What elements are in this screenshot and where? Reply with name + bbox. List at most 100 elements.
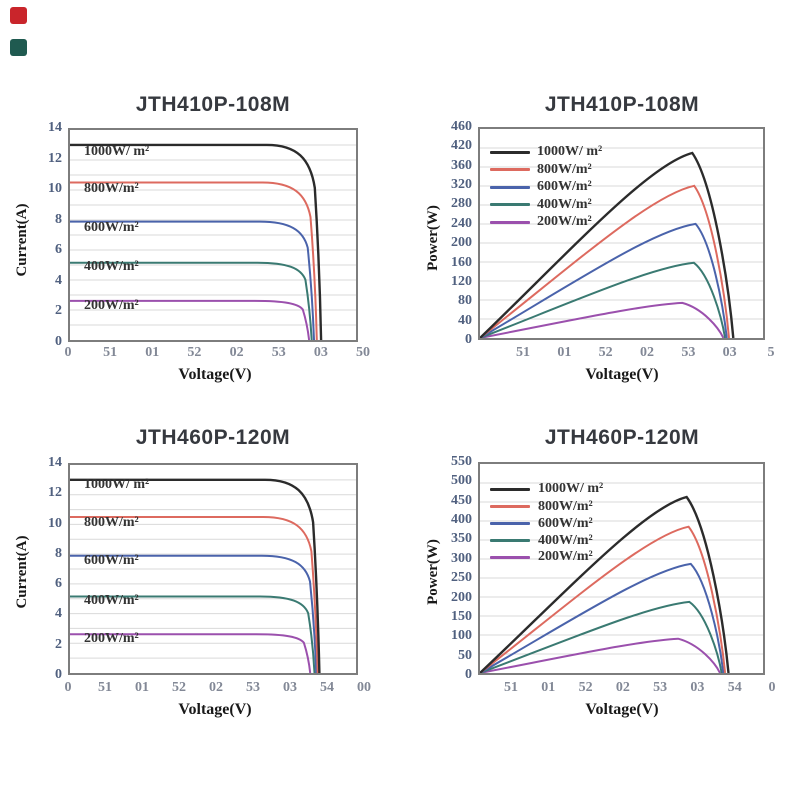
series-inline-label: 200W/m² — [84, 298, 139, 313]
plot-area — [478, 127, 765, 340]
x-tick-label: 52 — [578, 680, 593, 695]
y-tick-label: 50 — [458, 647, 472, 663]
x-tick-label: 51 — [504, 680, 518, 695]
y-tick-label: 6 — [55, 242, 62, 258]
legend-line-swatch — [490, 522, 530, 525]
y-tick-label: 200 — [451, 235, 472, 251]
curve-200wm — [480, 301, 725, 338]
y-tick-label: 6 — [55, 576, 62, 592]
legend-label: 400W/m² — [538, 532, 593, 548]
y-tick-label: 80 — [458, 293, 472, 309]
y-tick-label: 14 — [48, 455, 62, 470]
chart-title: JTH410P-108M — [135, 93, 291, 116]
series-inline-label: 200W/m² — [84, 631, 139, 646]
curve-800wm — [70, 181, 318, 340]
curve-400wm — [70, 595, 316, 673]
legend-line-swatch — [490, 203, 530, 206]
y-tick-label: 12 — [48, 485, 62, 501]
series-inline-label: 800W/m² — [84, 515, 139, 530]
x-tick-label: 53 — [681, 345, 696, 360]
curve-1000wm — [70, 478, 321, 673]
y-tick-label: 350 — [451, 531, 472, 547]
x-tick-label: 53 — [246, 680, 260, 695]
x-axis-label: Voltage(V) — [178, 366, 252, 383]
legend-label: 800W/m² — [538, 498, 593, 514]
y-tick-label: 2 — [55, 303, 62, 319]
plot-area — [478, 462, 765, 675]
x-tick-label: 52 — [187, 345, 202, 360]
x-tick-label: 51 — [98, 680, 112, 695]
y-tick-label: 200 — [451, 589, 472, 605]
y-tick-label: 2 — [55, 636, 62, 652]
y-tick-label: 14 — [48, 120, 62, 135]
legend-line-swatch — [490, 487, 530, 491]
series-inline-label: 400W/m² — [84, 259, 139, 274]
y-tick-label: 240 — [451, 215, 472, 231]
chart-title: JTH460P-120M — [135, 426, 291, 449]
curve-600wm — [70, 554, 318, 673]
plot-svg — [70, 478, 356, 673]
legend-line-swatch — [490, 150, 530, 154]
y-tick-label: 300 — [451, 550, 472, 566]
x-tick-label: 50 — [356, 345, 370, 360]
x-tick-label: 52 — [598, 345, 613, 360]
y-tick-label: 460 — [451, 119, 472, 134]
series-inline-label: 400W/m² — [84, 593, 139, 608]
y-tick-label: 320 — [451, 177, 472, 193]
y-tick-label: 120 — [451, 273, 472, 289]
curve-200wm — [480, 637, 721, 673]
x-tick-label: 03 — [313, 345, 328, 360]
curve-1000wm — [480, 151, 735, 338]
legend-line-swatch — [490, 185, 530, 189]
x-tick-label: 03 — [722, 345, 737, 360]
legend-line-swatch — [490, 168, 530, 171]
x-tick-label: 53 — [653, 680, 668, 695]
x-axis-label: Voltage(V) — [178, 701, 252, 718]
legend-label: 800W/m² — [537, 161, 592, 177]
plot-svg — [480, 147, 763, 338]
y-tick-label: 40 — [458, 312, 472, 328]
legend-label: 400W/m² — [537, 196, 592, 212]
x-tick-label: 54 — [320, 680, 334, 695]
x-tick-label: 53 — [271, 345, 286, 360]
y-tick-label: 10 — [48, 515, 62, 531]
y-tick-label: 450 — [451, 492, 472, 508]
curve-600wm — [70, 220, 315, 340]
legend-label: 200W/m² — [537, 214, 592, 229]
y-tick-label: 4 — [55, 272, 62, 288]
y-tick-label: 160 — [451, 254, 472, 270]
x-tick-label: 03 — [690, 680, 705, 695]
curve-800wm — [480, 184, 730, 338]
legend-label: 200W/m² — [538, 549, 593, 564]
x-tick-label: 0 — [64, 345, 72, 360]
curve-800wm — [70, 516, 319, 673]
x-tick-label: 02 — [640, 345, 654, 360]
y-tick-label: 8 — [55, 545, 62, 561]
x-tick-label: 01 — [145, 345, 160, 360]
curve-400wm — [70, 261, 313, 340]
y-tick-label: 150 — [451, 608, 472, 624]
series-inline-label: 1000W/ m² — [84, 477, 150, 492]
y-tick-label: 550 — [451, 454, 472, 469]
legend-line-swatch — [490, 555, 530, 559]
y-tick-label: 10 — [48, 181, 62, 197]
curve-800wm — [480, 525, 727, 673]
plot-area — [68, 463, 358, 675]
y-tick-label: 0 — [55, 334, 62, 349]
plot-area — [68, 128, 358, 342]
y-tick-label: 0 — [55, 667, 62, 682]
y-tick-label: 8 — [55, 211, 62, 227]
x-tick-label: 51 — [103, 345, 118, 360]
legend-label: 600W/m² — [538, 515, 593, 531]
x-tick-label: 52 — [172, 680, 186, 695]
y-tick-label: 500 — [451, 473, 472, 489]
x-tick-label: 0 — [768, 680, 776, 695]
x-axis-label: Voltage(V) — [585, 701, 659, 718]
curve-200wm — [70, 299, 311, 340]
y-tick-label: 0 — [465, 667, 472, 682]
x-axis-label: Voltage(V) — [585, 366, 659, 383]
teal-marker-square — [10, 39, 27, 56]
y-tick-label: 400 — [451, 512, 472, 528]
series-inline-label: 1000W/ m² — [84, 144, 150, 159]
